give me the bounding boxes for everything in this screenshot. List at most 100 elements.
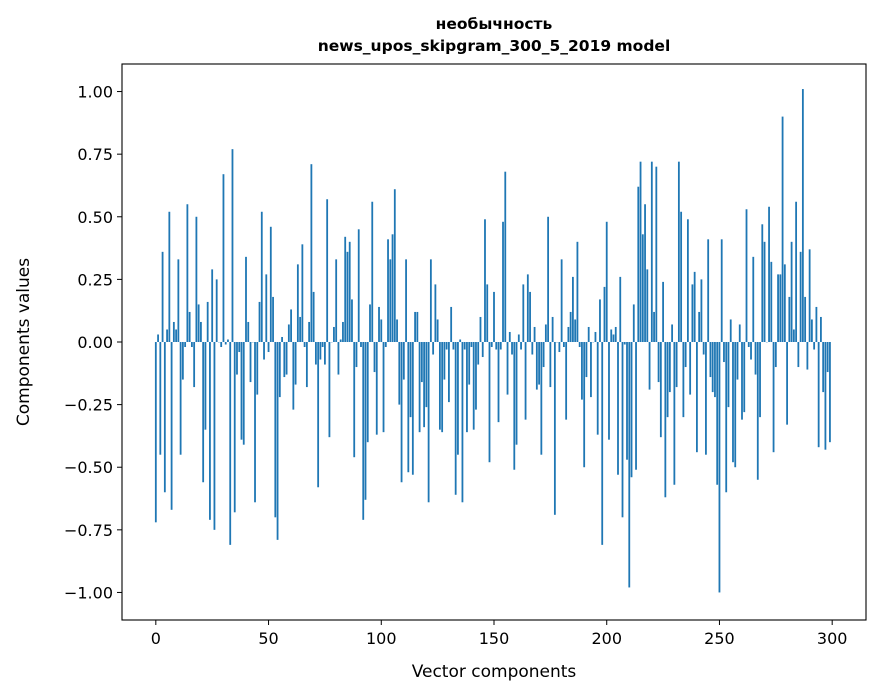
bar [407,342,410,473]
bar [425,342,428,408]
y-axis-ticks: −1.00 −0.75 −0.50 −0.25 0.00 0.25 0.50 0.75 1.00 [64,83,122,602]
chart-subtitle: news_upos_skipgram_300_5_2019 model [318,37,671,55]
x-tick-label: 100 [366,629,397,648]
bar [705,342,707,455]
bar [236,342,238,375]
bar [513,342,516,470]
bar [750,342,752,360]
bar [813,342,816,350]
bar [281,336,283,342]
bar [714,342,716,398]
bar [567,326,570,342]
y-tick-label: 0.00 [77,333,113,352]
bar [317,342,320,488]
bar [596,342,599,435]
bar [608,342,610,440]
bar [333,326,335,342]
bar [184,342,187,348]
bar [380,319,383,342]
bar [287,324,290,342]
bar [779,274,782,342]
bar [484,219,486,342]
bar [763,241,766,342]
bar [650,161,653,342]
bar [344,236,347,342]
bar [504,171,507,342]
x-tick-label: 50 [258,629,278,648]
bar [423,342,426,428]
bar [254,342,256,503]
bar [448,342,450,403]
bar [729,319,732,342]
bar [166,329,168,342]
bar [224,342,227,345]
bar [420,342,423,383]
bar [517,334,520,342]
bar [817,342,820,448]
bar [220,342,223,348]
bar [213,342,216,530]
x-axis-ticks: 0 50 100 150 200 250 300 [151,620,847,648]
bar [795,201,798,342]
bar [526,274,529,342]
bar [391,234,394,342]
bar [540,342,543,455]
bar [154,342,157,523]
bar [603,286,606,342]
bar [664,342,667,498]
bar [389,259,392,342]
x-tick-label: 200 [591,629,622,648]
bar [601,342,604,545]
bar [801,89,804,342]
bar [639,161,642,342]
bar [188,311,191,342]
bar [229,342,232,545]
bar [790,241,793,342]
bar [443,342,446,380]
bar [427,342,430,503]
bar [441,342,444,433]
bar [378,306,380,342]
bar [614,326,617,342]
bar [820,316,822,342]
bar [200,321,202,342]
bar [342,321,344,342]
bar [411,342,414,475]
bar [747,342,750,348]
bar [263,342,265,360]
bar [587,326,590,342]
bar [434,284,437,342]
bar [459,339,462,342]
y-tick-label: 1.00 [77,83,113,102]
bar [387,239,389,342]
bar [637,186,640,342]
bar [777,274,779,342]
bar [635,342,637,470]
bar [756,342,759,480]
bar [520,342,522,350]
bar [402,342,405,380]
bar [276,342,279,540]
bar [716,342,719,485]
bar [605,221,608,342]
bar [204,342,207,430]
bar [303,342,306,348]
bar [267,342,270,353]
bar [590,342,592,398]
bar [675,342,678,388]
bar [382,342,385,433]
bar [696,342,698,453]
bar [170,342,173,510]
bar [610,329,613,342]
y-tick-label: −0.50 [64,458,113,477]
bar [684,342,687,368]
bar [490,342,493,348]
bar [738,324,741,342]
bar [278,342,281,398]
bar [324,342,326,365]
bar [535,342,538,390]
bar [357,229,360,342]
bar [429,259,432,342]
bar [558,342,561,353]
bar [202,342,205,483]
